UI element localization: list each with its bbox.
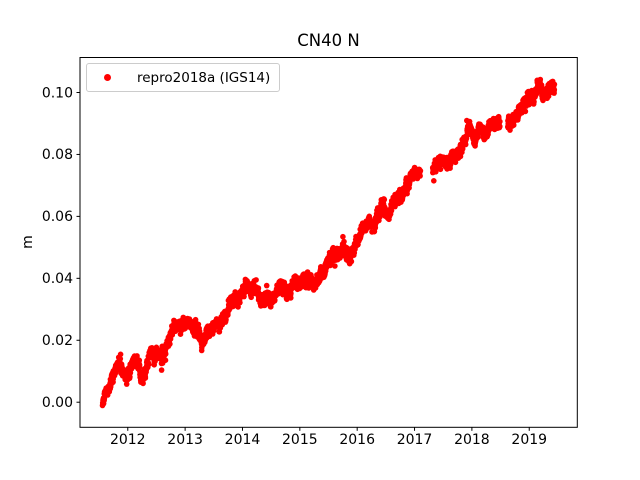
data-point bbox=[388, 207, 395, 214]
y-tick-label: 0.04 bbox=[42, 271, 73, 287]
data-point bbox=[128, 366, 135, 372]
y-tick-label: 0.02 bbox=[42, 333, 73, 349]
data-point bbox=[341, 238, 347, 245]
data-point bbox=[431, 178, 437, 184]
data-point bbox=[263, 282, 270, 289]
x-tick-label: 2016 bbox=[339, 432, 375, 448]
data-point bbox=[381, 196, 388, 203]
data-point bbox=[225, 312, 231, 318]
axes-frame bbox=[79, 57, 578, 428]
data-point bbox=[551, 86, 558, 93]
data-point bbox=[531, 99, 537, 105]
x-tick-label: 2014 bbox=[225, 432, 261, 448]
y-axis-ticks: 0.00 0.02 0.04 0.06 0.08 0.10 bbox=[42, 85, 80, 411]
legend: repro2018a (IGS14) bbox=[86, 63, 280, 92]
y-axis-label: m bbox=[20, 235, 36, 249]
data-point bbox=[255, 285, 262, 291]
data-point bbox=[235, 304, 241, 310]
data-point bbox=[136, 362, 143, 368]
x-tick-label: 2013 bbox=[167, 432, 203, 448]
data-point bbox=[167, 341, 173, 347]
y-tick-label: 0.10 bbox=[42, 85, 73, 101]
y-tick-label: 0.06 bbox=[42, 209, 73, 225]
y-tick-label: 0.08 bbox=[42, 147, 73, 163]
data-point bbox=[437, 166, 444, 173]
data-point bbox=[117, 356, 124, 362]
data-point bbox=[158, 367, 165, 373]
data-point bbox=[462, 141, 469, 148]
data-point bbox=[417, 173, 423, 179]
data-point bbox=[136, 357, 143, 364]
data-point bbox=[348, 258, 355, 265]
data-point bbox=[149, 345, 155, 351]
data-point bbox=[534, 90, 540, 97]
data-point bbox=[433, 169, 439, 175]
x-tick-label: 2019 bbox=[511, 432, 547, 448]
x-tick-label: 2015 bbox=[282, 432, 318, 448]
data-point bbox=[123, 381, 130, 387]
data-point bbox=[197, 331, 204, 338]
data-point bbox=[162, 357, 169, 364]
data-point bbox=[237, 299, 243, 306]
data-point bbox=[537, 76, 544, 83]
legend-marker-dot-icon bbox=[104, 74, 111, 81]
y-tick-label: 0.00 bbox=[42, 395, 73, 411]
data-point bbox=[510, 122, 517, 128]
data-point bbox=[522, 108, 529, 115]
data-points-group bbox=[99, 76, 558, 409]
x-tick-label: 2012 bbox=[110, 432, 146, 448]
x-axis-ticks: 2012 2013 2014 2015 2016 2017 2018 2019 bbox=[110, 427, 547, 448]
data-point bbox=[142, 375, 149, 381]
data-point bbox=[146, 361, 152, 368]
x-tick-label: 2018 bbox=[454, 432, 490, 448]
data-point bbox=[117, 351, 124, 358]
data-point bbox=[253, 277, 259, 283]
data-point bbox=[230, 303, 236, 310]
data-point bbox=[417, 168, 424, 174]
data-point bbox=[497, 118, 503, 125]
data-point bbox=[288, 295, 294, 301]
data-point bbox=[497, 123, 503, 130]
data-point bbox=[332, 263, 338, 269]
legend-entry-label: repro2018a (IGS14) bbox=[137, 69, 271, 86]
data-point bbox=[551, 81, 558, 88]
chart-title: CN40 N bbox=[297, 31, 360, 50]
data-point bbox=[452, 159, 459, 166]
x-tick-label: 2017 bbox=[397, 432, 433, 448]
data-point bbox=[372, 225, 379, 231]
data-point bbox=[340, 233, 346, 240]
data-point bbox=[162, 351, 169, 357]
